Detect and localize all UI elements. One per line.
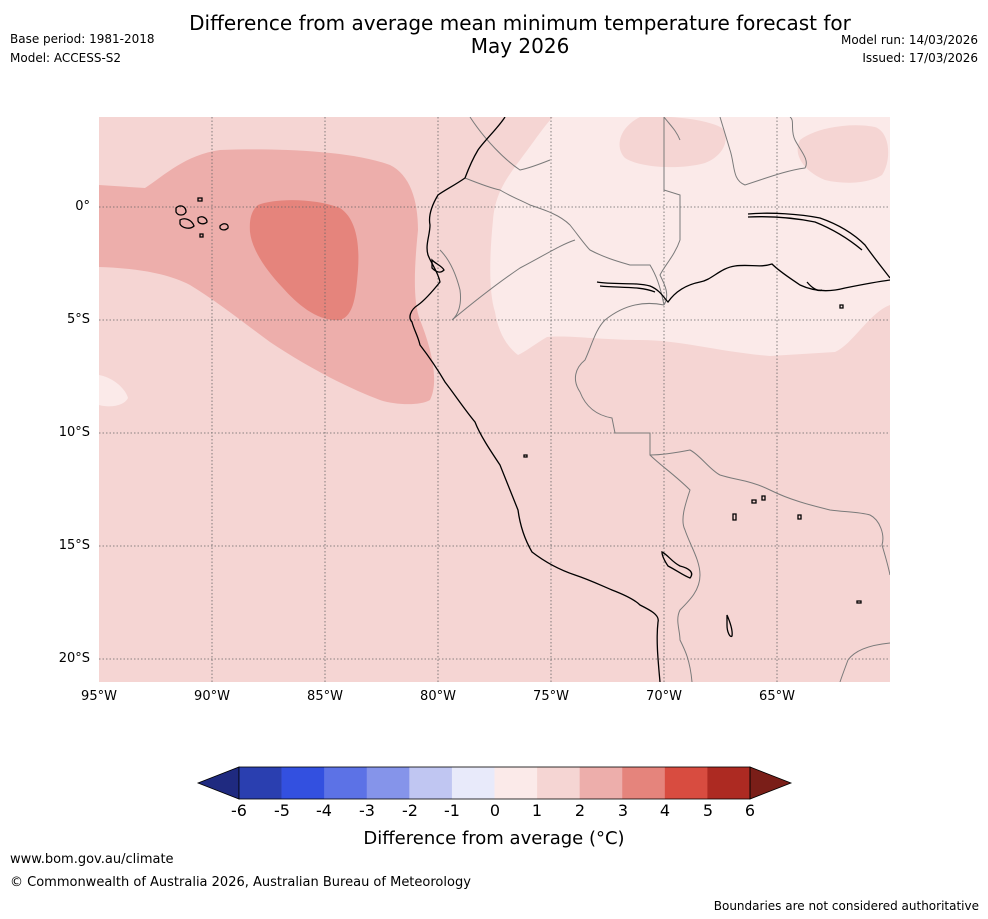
- country-borders: [439, 117, 890, 682]
- base-period-text: Base period: 1981-2018: [10, 32, 155, 46]
- coastline: [175, 117, 890, 682]
- map-title: Difference from average mean minimum tem…: [150, 12, 890, 58]
- lat-label-0: 0°: [75, 199, 90, 214]
- colorbar-cell: [707, 767, 751, 799]
- footer-copyright: © Commonwealth of Australia 2026, Austra…: [10, 875, 471, 890]
- model-text: Model: ACCESS-S2: [10, 51, 122, 65]
- colorbar-cell: [366, 767, 410, 799]
- lon-label-80w: 80°W: [420, 689, 456, 704]
- footer-url: www.bom.gov.au/climate: [10, 852, 174, 867]
- colorbar: [196, 766, 793, 800]
- anomaly-region-0-1: [490, 117, 890, 356]
- issued-text: Issued: 17/03/2026: [862, 51, 978, 65]
- colorbar-label: Difference from average (°C): [363, 828, 625, 849]
- colorbar-cell: [239, 767, 282, 799]
- lon-label-95w: 95°W: [81, 689, 117, 704]
- colorbar-tick: 3: [617, 801, 629, 820]
- colorbar-cell: [451, 767, 495, 799]
- colorbar-cell: [409, 767, 453, 799]
- colorbar-cell: [537, 767, 580, 799]
- lon-label-85w: 85°W: [307, 689, 343, 704]
- lon-label-70w: 70°W: [646, 689, 682, 704]
- colorbar-cell: [664, 767, 708, 799]
- colorbar-tick: -4: [316, 801, 332, 820]
- lon-label-75w: 75°W: [533, 689, 569, 704]
- lat-label-10s: 10°S: [58, 425, 90, 440]
- colorbar-tick: -6: [231, 801, 247, 820]
- anomaly-blob-north: [619, 117, 726, 168]
- colorbar-tick: -1: [444, 801, 460, 820]
- colorbar-tick: -3: [359, 801, 375, 820]
- model-run-text: Model run: 14/03/2026: [840, 33, 978, 47]
- colorbar-extend-low: [196, 766, 240, 800]
- colorbar-cell: [579, 767, 623, 799]
- anomaly-region-2-3: [99, 149, 435, 405]
- colorbar-extend-high: [749, 766, 793, 800]
- lat-label-15s: 15°S: [58, 538, 90, 553]
- colorbar-cell: [324, 767, 368, 799]
- colorbar-cell: [494, 767, 538, 799]
- forecast-map: [99, 117, 890, 682]
- lon-label-90w: 90°W: [194, 689, 230, 704]
- colorbar-tick: -2: [402, 801, 418, 820]
- anomaly-patch-west: [99, 375, 128, 407]
- graticule: [99, 117, 890, 682]
- colorbar-tick: 5: [702, 801, 714, 820]
- footer-disclaimer: Boundaries are not considered authoritat…: [713, 899, 979, 913]
- colorbar-tick: 1: [531, 801, 543, 820]
- anomaly-blob-northeast: [797, 125, 889, 183]
- colorbar-tick: 4: [659, 801, 671, 820]
- colorbar-tick: -5: [274, 801, 290, 820]
- colorbar-cell: [622, 767, 666, 799]
- colorbar-cell: [281, 767, 325, 799]
- colorbar-tick: 6: [744, 801, 756, 820]
- title-line-1: Difference from average mean minimum tem…: [189, 11, 851, 35]
- colorbar-tick: 2: [574, 801, 586, 820]
- colorbar-tick: 0: [489, 801, 501, 820]
- title-line-2: May 2026: [470, 34, 570, 58]
- lat-label-20s: 20°S: [58, 651, 90, 666]
- lat-label-5s: 5°S: [66, 312, 90, 327]
- lon-label-65w: 65°W: [759, 689, 795, 704]
- anomaly-region-3-4: [249, 200, 359, 321]
